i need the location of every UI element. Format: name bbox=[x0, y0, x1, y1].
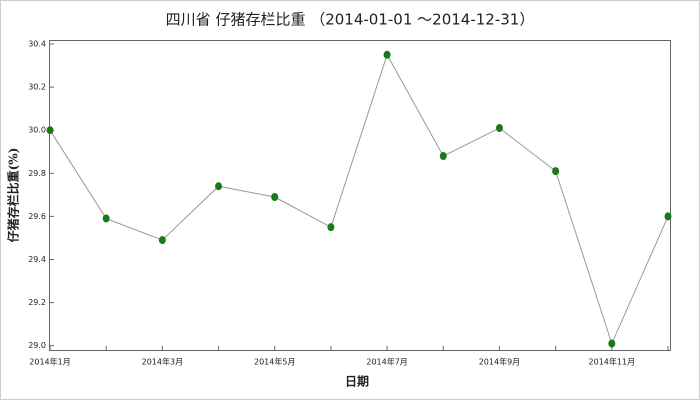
plot-border bbox=[49, 40, 671, 351]
data-point bbox=[664, 212, 672, 221]
y-tick-label: 30.0 bbox=[28, 126, 46, 135]
data-point bbox=[158, 236, 166, 245]
x-tick-label: 2014年7月 bbox=[366, 357, 407, 367]
y-tick-label: 29.6 bbox=[28, 212, 46, 221]
data-point bbox=[552, 167, 560, 176]
data-point bbox=[383, 50, 391, 59]
data-point bbox=[271, 193, 279, 201]
x-tick-label: 2014年5月 bbox=[254, 357, 295, 367]
x-tick-label: 2014年9月 bbox=[479, 357, 520, 367]
data-point bbox=[495, 124, 503, 133]
x-tick-label: 2014年11月 bbox=[589, 357, 636, 367]
y-tick-label: 29.8 bbox=[28, 169, 46, 178]
x-tick-label: 2014年1月 bbox=[29, 357, 70, 367]
data-point bbox=[439, 152, 447, 161]
y-tick-label: 29.0 bbox=[28, 341, 46, 350]
y-axis-label: 仔猪存栏比重(%) bbox=[6, 148, 21, 243]
data-point bbox=[46, 126, 54, 135]
y-tick-label: 30.2 bbox=[28, 83, 46, 92]
x-axis-label: 日期 bbox=[345, 374, 369, 389]
data-point bbox=[608, 339, 616, 348]
data-point bbox=[102, 214, 110, 223]
chart-title: 四川省 仔猪存栏比重 （2014-01-01 ～2014-12-31） bbox=[166, 11, 535, 29]
data-point bbox=[327, 223, 335, 232]
y-tick-label: 29.2 bbox=[28, 298, 46, 307]
x-tick-label: 2014年3月 bbox=[142, 357, 183, 367]
y-tick-label: 29.4 bbox=[28, 255, 46, 264]
series-line bbox=[49, 53, 669, 345]
data-point bbox=[215, 182, 223, 191]
y-tick-label: 30.4 bbox=[28, 40, 46, 49]
